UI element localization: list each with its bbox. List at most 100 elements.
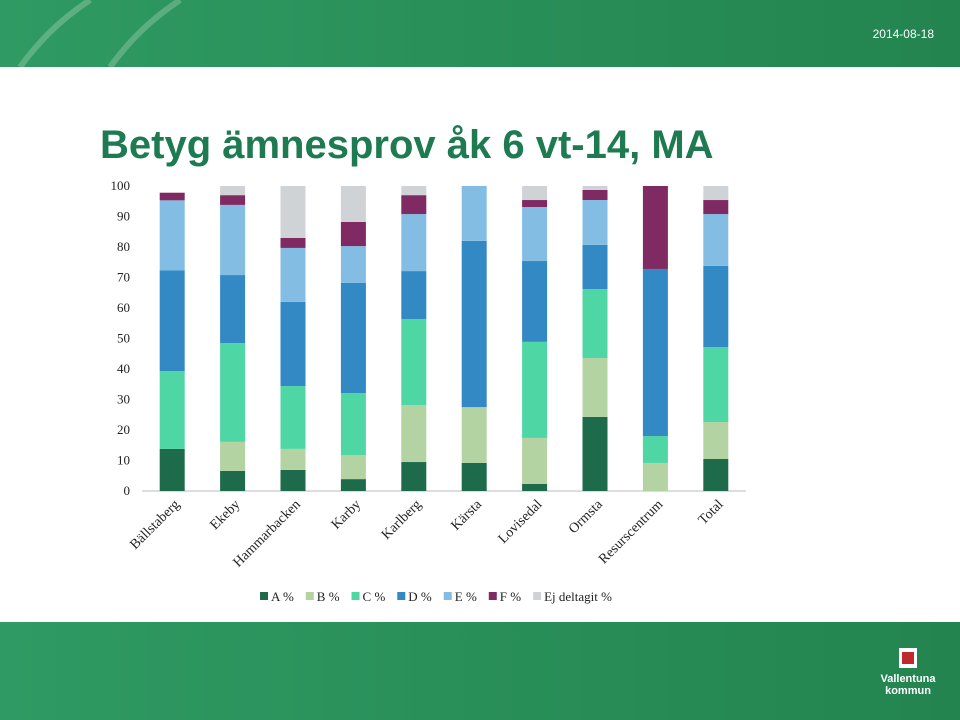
legend-label: F % xyxy=(500,589,521,604)
x-tick-label: Total xyxy=(696,497,727,528)
legend-swatch xyxy=(443,592,452,600)
y-tick-label: 30 xyxy=(117,392,130,407)
legend-label: E % xyxy=(455,589,477,604)
bar-segment xyxy=(582,289,608,359)
logo: Vallentuna kommun xyxy=(880,648,936,697)
y-tick-label: 70 xyxy=(117,270,130,285)
bar-segment xyxy=(642,462,668,491)
bar-segment xyxy=(280,469,306,491)
y-tick-label: 60 xyxy=(117,300,130,315)
bar-segment xyxy=(703,422,729,459)
legend-swatch xyxy=(305,592,314,600)
bar-segment xyxy=(401,214,427,272)
y-tick-label: 50 xyxy=(117,331,130,346)
bar-segment xyxy=(340,246,366,283)
bar-segment xyxy=(220,275,246,344)
x-tick-label: Bällstaberg xyxy=(128,497,184,553)
bar-segment xyxy=(159,200,185,271)
logo-text: kommun xyxy=(885,685,931,697)
bar-segment xyxy=(220,195,246,205)
bar-segment xyxy=(522,437,548,484)
bar-segment xyxy=(340,479,366,491)
bar-segment xyxy=(461,186,487,241)
bar-segment xyxy=(159,270,185,372)
bar-segment xyxy=(522,341,548,438)
y-tick-label: 10 xyxy=(117,453,130,468)
bar-segment xyxy=(522,483,548,491)
date: 2014-08-18 xyxy=(873,27,935,41)
bar-segment xyxy=(401,186,427,196)
bar-segment xyxy=(642,268,668,437)
legend-label: C % xyxy=(363,589,386,604)
bar-segment xyxy=(159,371,185,449)
slide-title: Betyg ämnesprov åk 6 vt-14, MA xyxy=(100,123,714,167)
y-tick-label: 40 xyxy=(117,361,130,376)
bar-segment xyxy=(582,200,608,245)
bar-segment xyxy=(401,404,427,463)
x-tick-label: Karlberg xyxy=(379,497,425,543)
bar-segment xyxy=(159,448,185,491)
legend-swatch xyxy=(260,592,269,600)
legend-swatch xyxy=(397,592,406,600)
logo-mark xyxy=(902,652,914,664)
bar-segment xyxy=(461,240,487,408)
bar-segment xyxy=(522,261,548,342)
x-tick-label: Ekeby xyxy=(208,497,244,533)
y-tick-label: 90 xyxy=(117,209,130,224)
legend-swatch xyxy=(533,592,542,600)
x-tick-label: Lovisedal xyxy=(496,497,546,547)
y-tick-label: 0 xyxy=(124,483,131,498)
bar-segment xyxy=(340,186,366,222)
bar-segment xyxy=(280,186,306,238)
bar-segment xyxy=(159,192,185,201)
bar-segment xyxy=(582,358,608,417)
bar-segment xyxy=(220,441,246,471)
bar-segment xyxy=(522,186,548,201)
bar-segment xyxy=(582,186,608,190)
bar-segment xyxy=(703,200,729,215)
bar-segment xyxy=(220,186,246,196)
legend-label: A % xyxy=(271,589,294,604)
bar-segment xyxy=(401,462,427,491)
bar-segment xyxy=(280,386,306,449)
bar-segment xyxy=(280,247,306,302)
bar-segment xyxy=(703,347,729,423)
header-decoration xyxy=(17,0,182,69)
bar-segment xyxy=(401,318,427,405)
bar-segment xyxy=(582,244,608,290)
bar-segment xyxy=(340,393,366,456)
bar-segment xyxy=(642,186,668,269)
bar-segment xyxy=(220,343,246,442)
bar-segment xyxy=(340,221,366,247)
legend-swatch xyxy=(488,592,497,600)
bar-segment xyxy=(522,207,548,262)
bar-segment xyxy=(522,200,548,208)
legend-label: B % xyxy=(317,589,340,604)
legend-swatch xyxy=(351,592,360,600)
x-tick-label: Ormsta xyxy=(566,497,606,537)
bar-segment xyxy=(280,237,306,248)
bar-segment xyxy=(461,407,487,463)
bar-segment xyxy=(582,416,608,491)
bar-segment xyxy=(703,265,729,348)
bar-segment xyxy=(461,462,487,491)
x-tick-label: Resurscentrum xyxy=(596,497,666,567)
x-tick-label: Kärsta xyxy=(449,497,486,534)
legend-label: Ej deltagit % xyxy=(544,589,612,604)
legend: A % B % C % D % E % F % Ej deltagit % xyxy=(260,589,612,604)
y-tick-label: 20 xyxy=(117,422,130,437)
bar-segment xyxy=(280,448,306,470)
x-tick-label: Karby xyxy=(329,497,364,532)
bar-segment xyxy=(642,436,668,463)
bar-segment xyxy=(340,282,366,394)
y-tick-label: 80 xyxy=(117,239,130,254)
bar-segment xyxy=(280,301,306,387)
bar-segment xyxy=(703,458,729,491)
bar-segment xyxy=(401,271,427,319)
bar-segment xyxy=(220,470,246,491)
bar-segment xyxy=(582,189,608,201)
bar-segment xyxy=(703,186,729,201)
header-band xyxy=(0,0,960,67)
